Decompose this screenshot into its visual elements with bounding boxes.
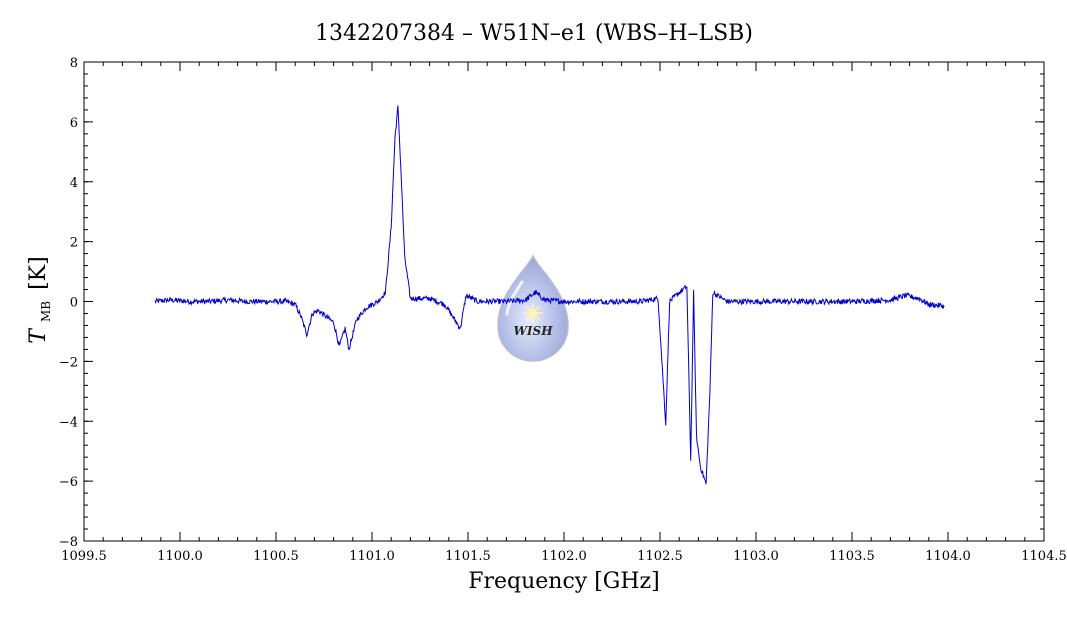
y-axis-label: T MB [K] — [26, 256, 56, 343]
spectrum-series-line — [154, 105, 945, 485]
x-tick-label: 1102.0 — [541, 549, 587, 564]
y-axis-label-unit: [K] — [26, 256, 51, 290]
x-tick-label: 1101.0 — [349, 549, 395, 564]
y-tick-label: −2 — [59, 355, 78, 370]
y-tick-label: −4 — [59, 415, 78, 430]
x-tick-label: 1101.5 — [445, 549, 491, 564]
y-tick-label: 2 — [70, 236, 78, 251]
y-tick-label: −6 — [59, 475, 78, 490]
x-tick-label: 1103.5 — [829, 549, 875, 564]
y-tick-label: 0 — [70, 296, 78, 311]
x-tick-label: 1103.0 — [733, 549, 779, 564]
y-tick-label: 4 — [70, 176, 78, 191]
tick-labels: 1099.5 1100.0 1100.5 1101.0 1101.5 1102.0 1102… — [59, 56, 1067, 564]
x-tick-label: 1102.5 — [637, 549, 683, 564]
x-tick-label: 1104.5 — [1021, 549, 1067, 564]
x-tick-label: 1100.5 — [253, 549, 299, 564]
y-tick-label: −8 — [59, 535, 78, 550]
plot-frame — [83, 61, 1045, 542]
chart-title: 1342207384 – W51N–e1 (WBS–H–LSB) — [315, 21, 753, 46]
svg-text:T MB [K]: T MB [K] — [26, 256, 56, 343]
x-tick-label: 1099.5 — [61, 549, 107, 564]
y-tick-label: 8 — [70, 56, 78, 71]
y-axis-label-symbol: T — [26, 327, 51, 344]
y-axis-label-subscript: MB — [39, 301, 53, 322]
wish-logo: WISH — [497, 254, 569, 362]
x-tick-label: 1100.0 — [157, 549, 203, 564]
drop-highlight-icon — [505, 280, 524, 316]
wish-logo-text: WISH — [513, 324, 553, 338]
x-axis-label: Frequency [GHz] — [468, 569, 660, 594]
y-tick-label: 6 — [70, 116, 78, 131]
star-icon — [523, 303, 543, 323]
x-tick-label: 1104.0 — [925, 549, 971, 564]
